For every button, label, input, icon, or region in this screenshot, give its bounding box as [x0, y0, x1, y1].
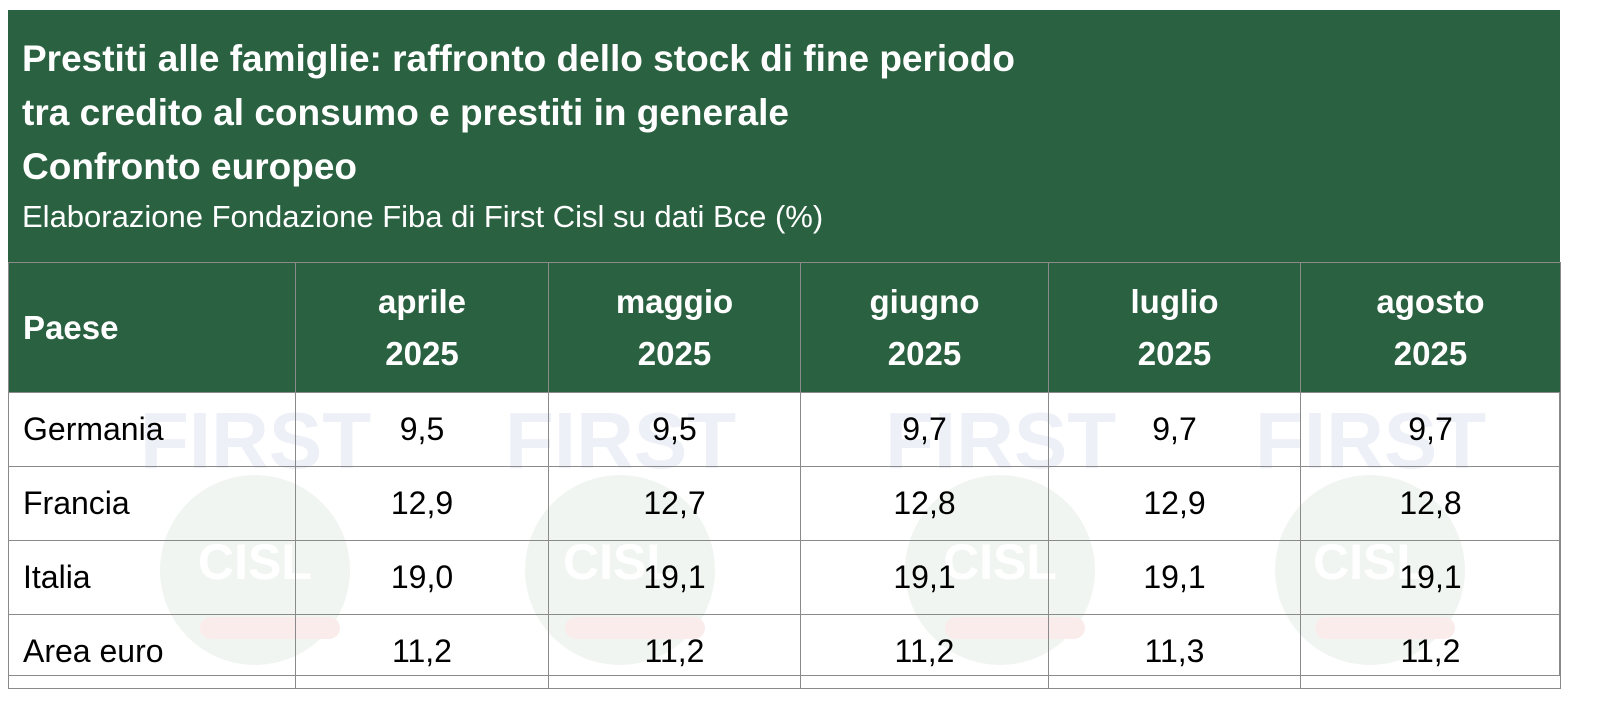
country-cell: Francia	[8, 466, 296, 541]
column-header-country: Paese	[8, 262, 296, 393]
value-cell: 19,1	[1300, 540, 1561, 615]
value-cell: 12,7	[548, 466, 801, 541]
value-cell: 12,8	[1300, 466, 1561, 541]
table-row: Francia 12,9 12,7 12,8 12,9 12,8	[8, 466, 1561, 541]
title-line: tra credito al consumo e prestiti in gen…	[22, 92, 789, 133]
value-cell: 9,7	[1048, 392, 1301, 467]
value-cell: 11,3	[1048, 614, 1301, 689]
value-cell: 9,7	[800, 392, 1049, 467]
column-header-month: giugno 2025	[800, 262, 1049, 393]
column-header-month: maggio 2025	[548, 262, 801, 393]
table-row: Area euro 11,2 11,2 11,2 11,3 11,2	[8, 614, 1561, 689]
subtitle: Elaborazione Fondazione Fiba di First Ci…	[22, 199, 824, 234]
value-cell: 11,2	[548, 614, 801, 689]
country-cell: Italia	[8, 540, 296, 615]
value-cell: 9,7	[1300, 392, 1561, 467]
column-header-month: luglio 2025	[1048, 262, 1301, 393]
title-line: Prestiti alle famiglie: raffronto dello …	[22, 38, 1015, 79]
value-cell: 12,9	[1048, 466, 1301, 541]
value-cell: 11,2	[800, 614, 1049, 689]
value-cell: 19,1	[548, 540, 801, 615]
value-cell: 19,1	[800, 540, 1049, 615]
value-cell: 19,0	[295, 540, 549, 615]
country-cell: Area euro	[8, 614, 296, 689]
title-block: Prestiti alle famiglie: raffronto dello …	[8, 10, 1560, 262]
table-row: Italia 19,0 19,1 19,1 19,1 19,1	[8, 540, 1561, 615]
value-cell: 12,9	[295, 466, 549, 541]
value-cell: 12,8	[800, 466, 1049, 541]
value-cell: 11,2	[295, 614, 549, 689]
value-cell: 19,1	[1048, 540, 1301, 615]
header-row: Paese aprile 2025 maggio 2025 giugno 2025 lugli…	[8, 262, 1561, 393]
value-cell: 9,5	[295, 392, 549, 467]
table-row: Germania 9,5 9,5 9,7 9,7 9,7	[8, 392, 1561, 467]
column-header-month: agosto 2025	[1300, 262, 1561, 393]
column-header-month: aprile 2025	[295, 262, 549, 393]
data-table: Paese aprile 2025 maggio 2025 giugno 2025 lugli…	[8, 262, 1561, 689]
value-cell: 9,5	[548, 392, 801, 467]
country-cell: Germania	[8, 392, 296, 467]
title-line: Confronto europeo	[22, 146, 358, 187]
value-cell: 11,2	[1300, 614, 1561, 689]
